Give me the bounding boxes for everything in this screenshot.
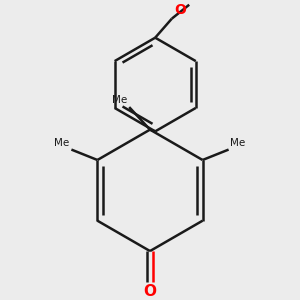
Text: Me: Me [230, 138, 246, 148]
Text: Me: Me [112, 95, 128, 105]
Text: O: O [143, 284, 157, 299]
Text: Me: Me [54, 138, 70, 148]
Text: O: O [175, 3, 187, 17]
